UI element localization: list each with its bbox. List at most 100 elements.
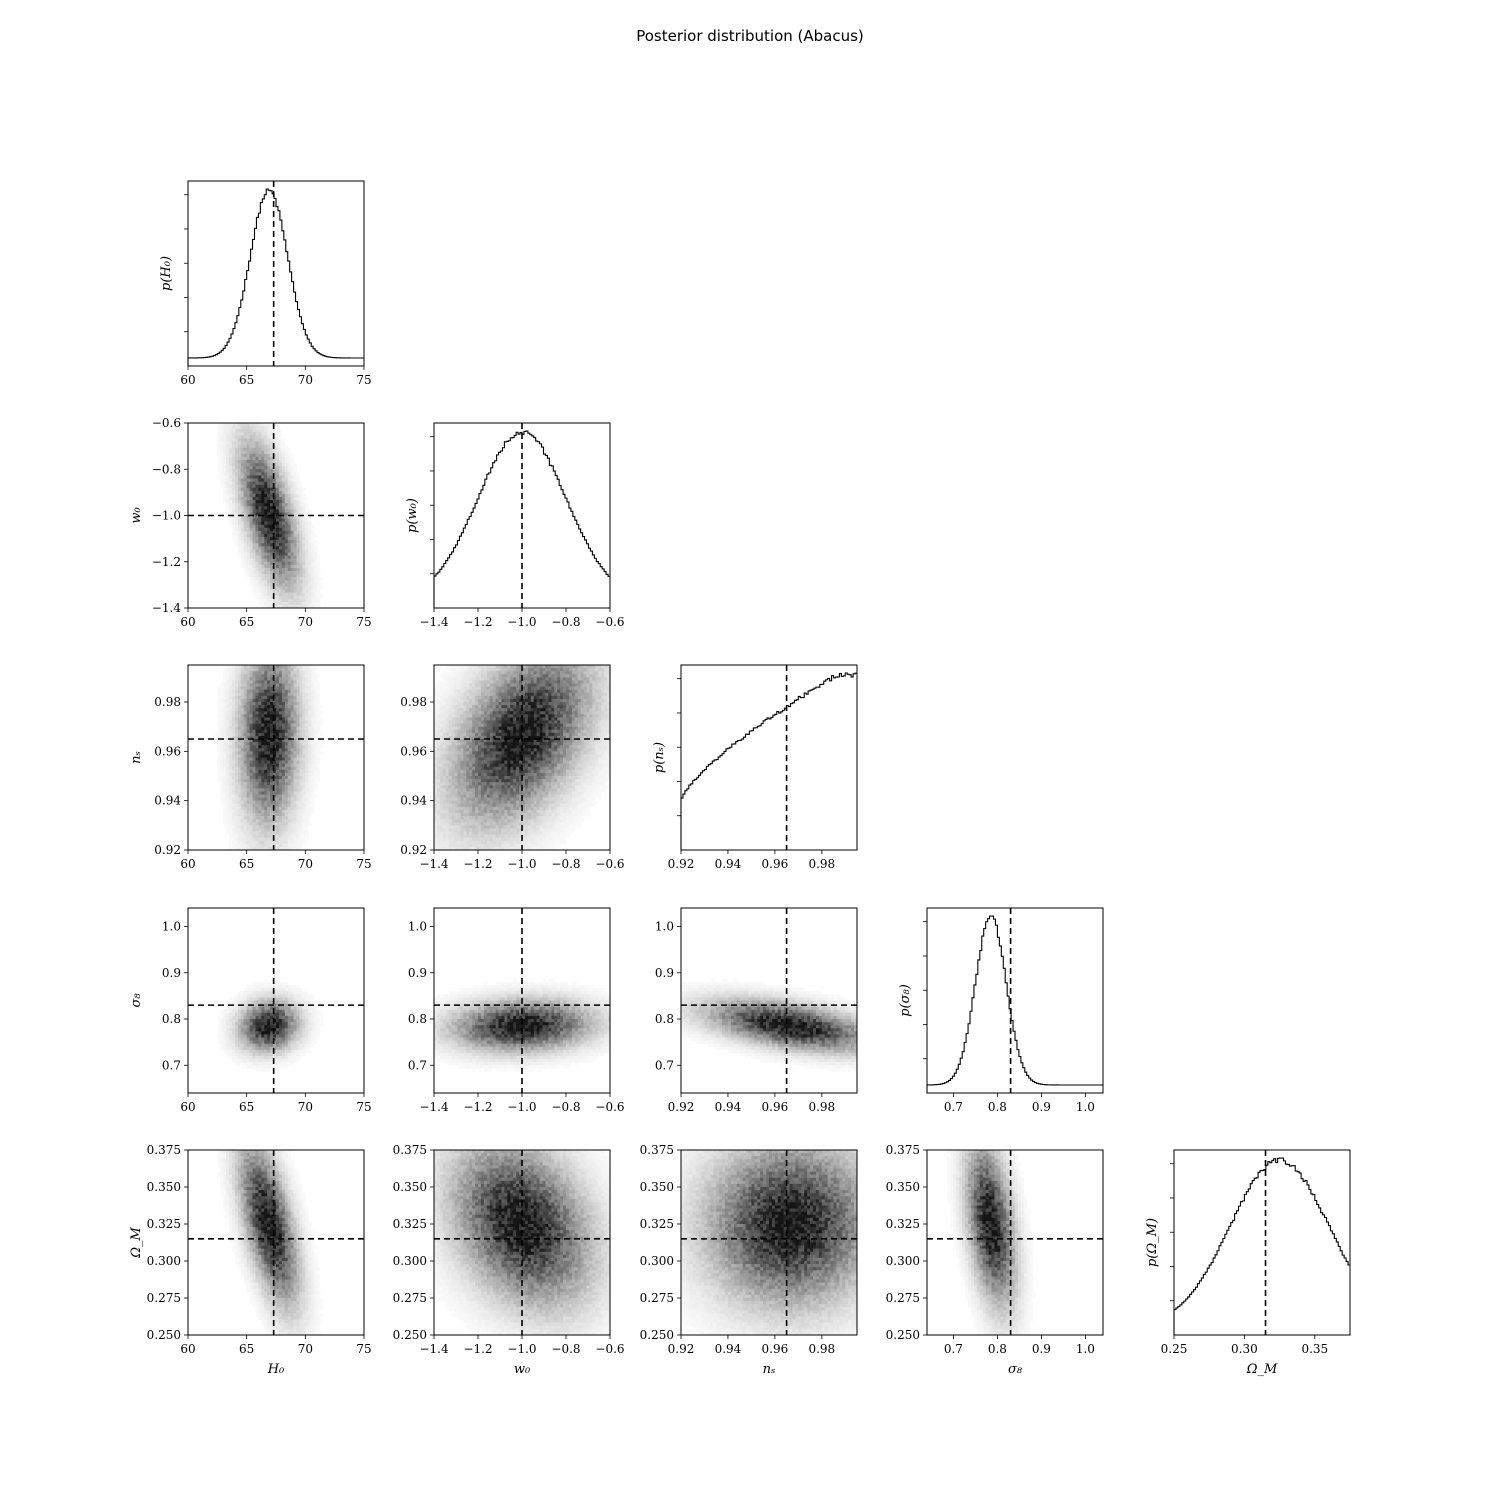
density-cell xyxy=(489,763,493,768)
density-cell xyxy=(281,497,286,501)
density-cell xyxy=(457,680,461,684)
density-cell xyxy=(223,472,227,476)
panel-w_0-n_s: −1.4 −1.2 −1.0 −0.8 −0.60.920.940.960.98 xyxy=(400,664,625,871)
density-cell xyxy=(226,500,230,504)
density-cell xyxy=(302,711,306,715)
density-cell xyxy=(287,518,291,522)
density-cell xyxy=(311,776,315,780)
density-cell xyxy=(273,788,277,792)
density-cell xyxy=(302,493,306,498)
density-cell xyxy=(308,680,312,684)
density-cell xyxy=(469,683,473,687)
density-cell xyxy=(486,732,491,737)
density-cell xyxy=(276,825,280,829)
density-cell xyxy=(249,493,253,498)
density-cell xyxy=(237,723,242,727)
density-cell xyxy=(226,503,230,507)
density-cell xyxy=(223,668,227,672)
density-cell xyxy=(287,760,291,764)
density-cell xyxy=(457,834,461,838)
density-cell xyxy=(302,549,306,553)
density-cell xyxy=(311,540,315,544)
density-cell xyxy=(243,460,247,464)
density-cell xyxy=(258,674,262,678)
density-cell xyxy=(492,800,496,805)
density-cell xyxy=(246,803,250,808)
density-cell xyxy=(273,472,277,476)
density-cell xyxy=(480,825,485,829)
density-cell xyxy=(486,825,491,829)
density-cell xyxy=(498,692,502,697)
density-cell xyxy=(299,717,303,721)
density-cell xyxy=(317,604,321,609)
density-cell xyxy=(270,500,274,504)
density-cell xyxy=(492,732,496,737)
density-cell xyxy=(243,791,247,795)
density-cell xyxy=(305,782,309,786)
density-cell xyxy=(284,571,289,575)
density-cell xyxy=(457,816,461,820)
density-cell xyxy=(434,683,438,687)
density-cell xyxy=(278,692,283,697)
density-cell xyxy=(451,686,455,690)
density-cell xyxy=(483,819,488,823)
density-cell xyxy=(273,782,277,786)
density-cell xyxy=(305,567,309,572)
density-cell xyxy=(255,745,259,749)
density-cell xyxy=(276,577,280,581)
density-cell xyxy=(472,671,476,675)
density-cell xyxy=(243,785,247,789)
density-cell xyxy=(281,779,286,783)
density-cell xyxy=(469,742,473,746)
density-cell xyxy=(442,680,447,684)
density-cell xyxy=(498,735,502,740)
density-cell xyxy=(281,671,286,675)
density-cell xyxy=(466,800,470,805)
density-cell xyxy=(267,438,271,442)
density-cell xyxy=(234,846,239,851)
density-cell xyxy=(240,698,245,703)
density-cell xyxy=(270,441,274,445)
density-cell xyxy=(460,671,464,675)
density-cell xyxy=(308,595,312,600)
density-cell xyxy=(237,435,242,439)
density-cell xyxy=(276,561,280,566)
density-cell xyxy=(264,515,268,519)
density-cell xyxy=(457,791,461,795)
density-cell xyxy=(436,831,441,835)
density-cell xyxy=(308,564,312,569)
density-cell xyxy=(261,567,265,572)
density-cell xyxy=(243,475,247,479)
density-cell xyxy=(495,837,499,842)
density-cell xyxy=(469,831,473,835)
density-cell xyxy=(264,463,268,467)
density-cell xyxy=(293,595,297,600)
density-cell xyxy=(480,822,485,826)
density-cell xyxy=(457,813,461,817)
density-cell xyxy=(246,530,250,535)
density-cell xyxy=(261,717,265,721)
density-cell xyxy=(290,534,294,538)
density-cell xyxy=(281,680,286,684)
density-cell xyxy=(287,834,291,838)
density-cell xyxy=(445,705,449,709)
density-cell xyxy=(220,432,224,436)
density-cell xyxy=(466,769,470,774)
density-cell xyxy=(448,665,452,669)
density-cell xyxy=(261,453,265,458)
density-cell xyxy=(454,668,458,672)
density-cell xyxy=(276,453,280,458)
density-cell xyxy=(480,769,485,774)
density-cell xyxy=(486,785,491,789)
density-cell xyxy=(314,754,318,758)
density-cell xyxy=(463,735,467,740)
density-cell xyxy=(255,809,259,814)
density-cell xyxy=(258,692,262,697)
density-cell xyxy=(217,435,221,439)
density-cell xyxy=(287,782,291,786)
density-cell xyxy=(237,546,242,550)
density-cell xyxy=(255,527,259,532)
density-cell xyxy=(243,524,247,529)
density-cell xyxy=(486,705,491,709)
density-cell xyxy=(237,748,242,752)
